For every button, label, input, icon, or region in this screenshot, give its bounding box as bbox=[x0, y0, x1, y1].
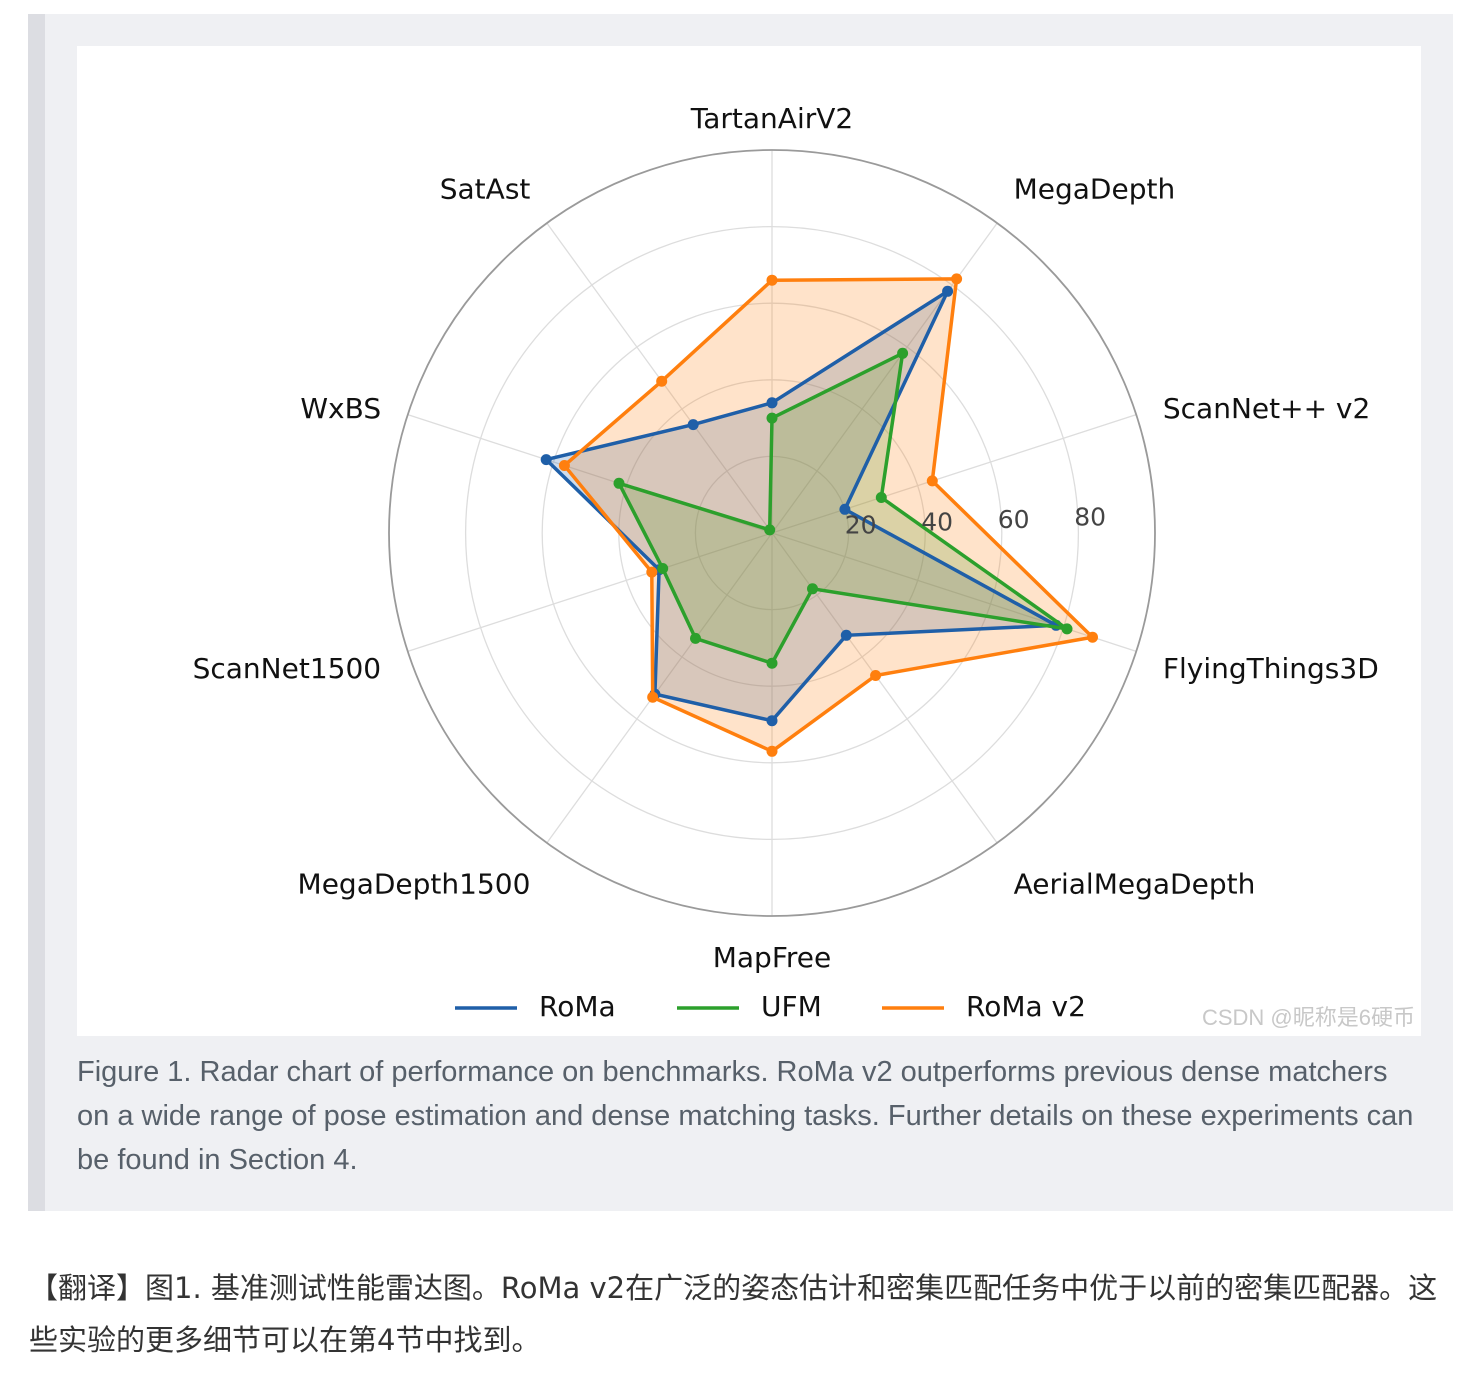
data-point bbox=[840, 629, 852, 641]
data-point bbox=[766, 745, 778, 757]
grid-spoke bbox=[407, 532, 773, 652]
radial-tick-label: 40 bbox=[921, 508, 953, 537]
category-label: WxBS bbox=[300, 392, 381, 425]
watermark-text: CSDN @昵称是6硬币 bbox=[1201, 1005, 1415, 1030]
data-point bbox=[766, 657, 778, 669]
data-point bbox=[647, 691, 659, 703]
grid-spoke bbox=[546, 532, 773, 844]
data-point bbox=[807, 583, 818, 595]
translation-paragraph: 【翻译】图1. 基准测试性能雷达图。RoMa v2在广泛的姿态估计和密集匹配任务… bbox=[29, 1271, 1438, 1357]
legend-label: UFM bbox=[761, 990, 822, 1023]
figure-quote-block: 20 40 60 80 TartanAirV2 MegaDepth ScanNet++ v2… bbox=[28, 14, 1453, 1211]
data-point bbox=[558, 460, 570, 471]
grid-spoke bbox=[771, 532, 1137, 652]
category-label: AerialMegaDepth bbox=[1014, 868, 1256, 901]
data-point bbox=[1061, 623, 1073, 635]
data-point bbox=[613, 477, 625, 489]
category-label: FlyingThings3D bbox=[1163, 652, 1379, 685]
data-point bbox=[646, 566, 658, 578]
outer-frame bbox=[388, 149, 1156, 917]
data-point bbox=[656, 375, 668, 387]
data-point bbox=[766, 412, 778, 424]
data-point bbox=[687, 419, 699, 431]
data-point bbox=[657, 563, 669, 574]
radial-tick-label: 80 bbox=[1074, 502, 1106, 531]
figure-image: 20 40 60 80 TartanAirV2 MegaDepth ScanNet++ v2… bbox=[77, 46, 1421, 1036]
grid-spoke bbox=[771, 414, 1137, 534]
radar-chart: 20 40 60 80 TartanAirV2 MegaDepth ScanNet++ v2… bbox=[193, 102, 1379, 1023]
category-label: SatAst bbox=[440, 173, 531, 206]
category-label: TartanAirV2 bbox=[690, 102, 853, 135]
legend-label: RoMa v2 bbox=[966, 990, 1086, 1023]
data-point bbox=[875, 492, 887, 503]
data-point bbox=[870, 670, 882, 681]
data-point bbox=[897, 347, 909, 359]
radial-tick-label: 20 bbox=[845, 510, 877, 539]
category-label: MegaDepth1500 bbox=[298, 868, 531, 901]
category-label: MegaDepth bbox=[1014, 173, 1176, 206]
figure-caption: Figure 1. Radar chart of performance on … bbox=[77, 1056, 1414, 1176]
data-point bbox=[839, 503, 851, 515]
data-point bbox=[766, 715, 778, 727]
data-point bbox=[951, 273, 963, 285]
category-label: MapFree bbox=[713, 941, 832, 974]
data-point bbox=[766, 274, 778, 286]
data-point bbox=[926, 475, 938, 487]
radial-tick-label: 60 bbox=[998, 505, 1030, 534]
legend-label: RoMa bbox=[539, 990, 616, 1023]
category-label: ScanNet++ v2 bbox=[1163, 392, 1370, 425]
quote-bar bbox=[28, 14, 45, 1211]
data-point bbox=[1087, 631, 1098, 643]
data-point bbox=[766, 397, 778, 409]
series-area bbox=[546, 291, 1057, 721]
category-label: ScanNet1500 bbox=[193, 652, 381, 685]
data-point bbox=[942, 285, 954, 297]
data-point bbox=[540, 454, 552, 466]
data-point bbox=[690, 632, 701, 644]
data-point bbox=[764, 524, 776, 536]
